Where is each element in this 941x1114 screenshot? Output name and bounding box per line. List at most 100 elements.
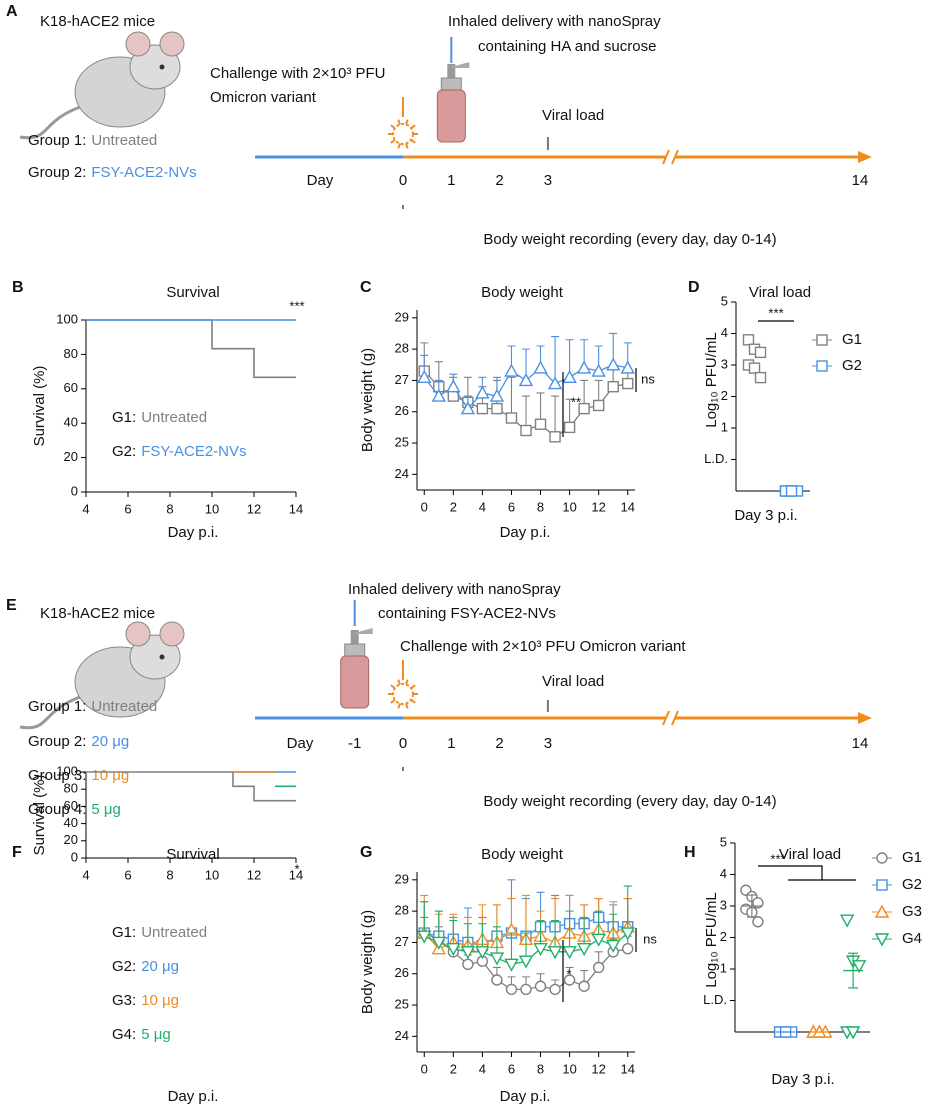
group-label: Group 4: 5 μg [28,801,121,818]
marker [606,357,621,371]
marker [417,369,432,384]
marker [491,402,503,415]
y-tick-label: 20 [64,449,78,464]
legend-entry: G3: 10 μg [112,992,179,1009]
y-tick-label: 4 [720,866,727,881]
marker [475,385,490,399]
x-axis-label: Day 3 p.i. [771,1071,834,1088]
significance-label: *** [289,298,304,313]
marker [534,980,547,992]
x-tick-label: 8 [537,1061,544,1076]
break-mark [671,710,679,726]
panel-letter: F [12,844,22,861]
y-tick-label: 26 [395,965,409,980]
group-name: Untreated [91,132,157,149]
legend-group: G2: [112,443,136,460]
y-axis-label: Body weight (g) [359,348,376,452]
virus-spike [390,699,396,704]
mouse-tail [19,105,81,140]
error-bar [522,395,530,431]
marker [505,412,518,424]
mouse-tail [19,695,81,730]
survival-line [86,771,296,802]
marker [578,402,590,415]
x-axis-label: Day p.i. [168,524,219,541]
bottle-cap [344,643,366,657]
x-tick-label: 14 [289,867,303,882]
delivery-text: Inhaled delivery with nanoSpray [348,581,561,598]
bottle-body [340,655,370,709]
chart-title: Viral load [749,284,811,301]
spray-tip [350,628,373,634]
group-name: 5 μg [91,801,121,818]
virus-spike [397,119,401,125]
x-tick-label: 2 [450,499,457,514]
x-tick-label: 4 [479,1061,486,1076]
mouse-eye [159,64,165,70]
x-tick-label: 12 [247,867,261,882]
day-label: Day [287,735,314,752]
mouse-ear [125,31,151,57]
x-tick-label: 8 [166,867,173,882]
virus-icon [388,679,418,709]
day-tick-label: 14 [852,172,869,189]
significance-label: *** [770,851,785,866]
legend-name: 10 μg [141,992,179,1009]
virus-body [392,683,414,705]
mouse-icon [19,621,185,730]
marker [742,334,755,346]
marker [622,377,634,390]
recording-text: Body weight recording (every day, day 0-… [483,793,776,810]
y-tick-label: 24 [395,466,409,481]
group-label: Group 1: Untreated [28,698,157,715]
marker [460,946,476,960]
marker [460,401,476,415]
legend-entry: G4: 5 μg [112,1026,171,1043]
x-tick-label: 10 [205,867,219,882]
significance-label: ns [643,931,657,946]
y-tick-label: 4 [721,325,728,340]
group-prefix: Group 1: [28,698,86,715]
day-tick-label: 2 [495,735,503,752]
challenge-text: Challenge with 2×10³ PFU Omicron variant [400,638,686,655]
break-mark [662,149,670,165]
marker [563,974,576,986]
significance-label: ** [571,394,581,409]
marker [549,431,561,443]
y-tick-label: 25 [395,434,409,449]
marker [504,363,519,377]
y-tick-label: 29 [395,309,409,324]
group-prefix: Group 4: [28,801,86,818]
marker [520,983,532,996]
x-tick-label: 4 [82,501,89,516]
legend-group: G1: [112,924,136,941]
day-tick-label: -1 [348,735,361,752]
x-tick-label: 4 [82,867,89,882]
marker [576,360,592,374]
marker [446,942,461,957]
sd-bar [848,952,859,989]
y-tick-label: 28 [395,903,409,918]
marker [491,974,503,986]
marker [489,952,505,966]
day-tick-label: 1 [447,735,455,752]
marker [622,942,634,955]
group-prefix: Group 3: [28,767,86,784]
panel-letter: A [6,3,18,20]
chart-title: Body weight [481,846,564,863]
y-tick-label: 27 [395,372,409,387]
marker [417,930,432,944]
y-tick-label: 0 [71,483,78,498]
marker [752,916,764,928]
group-label: Group 2: FSY-ACE2-NVs [28,164,197,181]
x-tick-label: 6 [508,499,515,514]
y-tick-label: 27 [395,934,409,949]
marker [851,960,867,974]
mouse-label: K18-hACE2 mice [40,13,155,30]
y-tick-label: 80 [64,781,78,796]
marker [839,914,855,928]
mouse-ear [125,621,151,647]
break-mark [662,710,670,726]
marker [845,1026,861,1040]
significance-label: ns [641,371,655,386]
